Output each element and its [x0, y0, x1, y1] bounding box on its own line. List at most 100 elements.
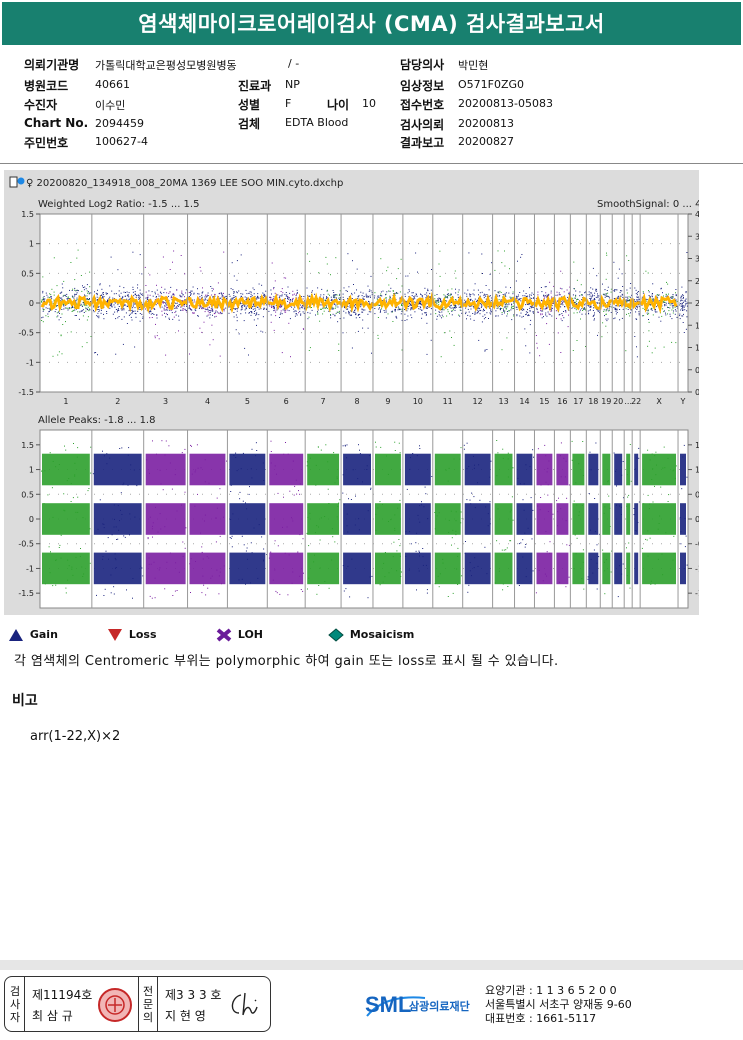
data-point — [102, 296, 103, 298]
data-point — [573, 500, 575, 502]
data-point — [172, 595, 174, 596]
data-point — [488, 289, 490, 291]
data-point — [396, 317, 398, 319]
data-point — [529, 352, 531, 354]
data-point — [151, 301, 153, 303]
data-point — [585, 313, 587, 315]
data-point — [270, 321, 272, 323]
data-point — [178, 330, 179, 332]
data-point — [221, 296, 223, 298]
data-point — [610, 291, 612, 293]
data-point — [583, 588, 585, 590]
data-point — [661, 315, 663, 317]
data-point — [464, 299, 466, 301]
data-point — [439, 315, 441, 317]
data-point — [139, 313, 141, 314]
data-point — [382, 290, 384, 292]
data-point — [193, 299, 195, 301]
data-point — [74, 289, 76, 291]
data-point — [355, 313, 357, 315]
data-point — [464, 302, 466, 304]
data-point — [521, 254, 523, 255]
chr-label: X — [656, 397, 662, 406]
data-point — [166, 304, 168, 306]
data-point — [504, 304, 506, 306]
data-point — [421, 304, 423, 306]
data-point — [416, 589, 417, 591]
data-point — [515, 280, 517, 282]
data-point — [103, 296, 105, 298]
data-point — [248, 312, 250, 314]
data-point — [478, 294, 479, 296]
data-point — [376, 299, 378, 301]
data-point — [334, 314, 336, 316]
data-point — [610, 571, 612, 573]
data-point — [255, 455, 257, 457]
chr-label: 7 — [321, 397, 326, 406]
data-point — [605, 559, 607, 561]
data-point — [626, 313, 627, 315]
data-point — [467, 314, 469, 316]
data-point — [280, 310, 282, 312]
data-point — [72, 310, 74, 312]
data-point — [145, 297, 147, 299]
data-point — [127, 484, 129, 486]
data-point — [185, 289, 187, 291]
data-point — [384, 576, 386, 578]
data-point — [665, 314, 667, 316]
data-point — [105, 292, 107, 294]
data-point — [109, 285, 111, 287]
data-point — [131, 312, 133, 314]
data-point — [374, 292, 376, 294]
data-point — [60, 292, 62, 294]
data-point — [377, 507, 379, 509]
data-point — [607, 481, 609, 483]
data-point — [117, 538, 119, 540]
data-point — [388, 284, 390, 286]
data-point — [468, 584, 470, 586]
data-point — [348, 311, 350, 313]
data-point — [573, 312, 575, 314]
data-point — [134, 303, 136, 305]
data-point — [512, 519, 514, 521]
data-point — [627, 309, 629, 310]
data-point — [102, 556, 104, 557]
data-point — [438, 299, 440, 301]
data-point — [557, 525, 558, 527]
data-point — [230, 288, 232, 290]
data-point — [520, 312, 522, 314]
data-point — [683, 306, 685, 308]
data-point — [628, 299, 630, 301]
data-point — [596, 290, 598, 292]
data-point — [81, 566, 83, 568]
data-point — [416, 532, 418, 534]
data-point — [452, 529, 454, 531]
data-point — [145, 291, 147, 293]
data-point — [614, 289, 615, 291]
data-point — [628, 260, 630, 261]
data-point — [223, 310, 225, 312]
data-point — [589, 295, 591, 297]
data-point — [231, 297, 233, 299]
data-point — [520, 542, 522, 544]
data-point — [67, 559, 69, 561]
data-point — [233, 275, 235, 277]
data-point — [421, 317, 423, 319]
clinical-info-label: 임상정보 — [400, 79, 445, 93]
data-point — [50, 296, 52, 298]
chr-label: 22 — [631, 397, 641, 406]
data-point — [424, 287, 426, 289]
data-point — [325, 307, 326, 309]
allele-band — [404, 552, 431, 585]
data-point — [346, 308, 348, 310]
data-point — [291, 582, 293, 584]
data-point — [202, 575, 204, 577]
data-point — [629, 287, 631, 289]
data-point — [401, 349, 403, 351]
data-point — [474, 298, 476, 300]
data-point — [109, 457, 111, 459]
data-point — [286, 294, 288, 296]
data-point — [531, 307, 532, 309]
data-point — [547, 494, 549, 496]
data-point — [470, 294, 472, 295]
